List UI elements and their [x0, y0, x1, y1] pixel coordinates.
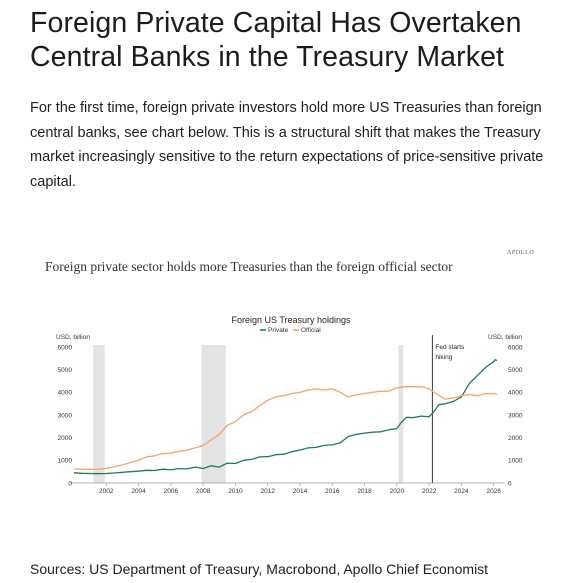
headline: Foreign Private Capital Has Overtaken Ce… — [30, 7, 522, 73]
intro-paragraph: For the first time, foreign private inve… — [30, 100, 544, 190]
sources-note: Sources: US Department of Treasury, Macr… — [30, 561, 489, 577]
chart-figure — [30, 240, 542, 530]
figure-caption: Foreign private sector holds more Treasu… — [45, 259, 453, 274]
apollo-logo: APOLLO — [507, 250, 535, 256]
